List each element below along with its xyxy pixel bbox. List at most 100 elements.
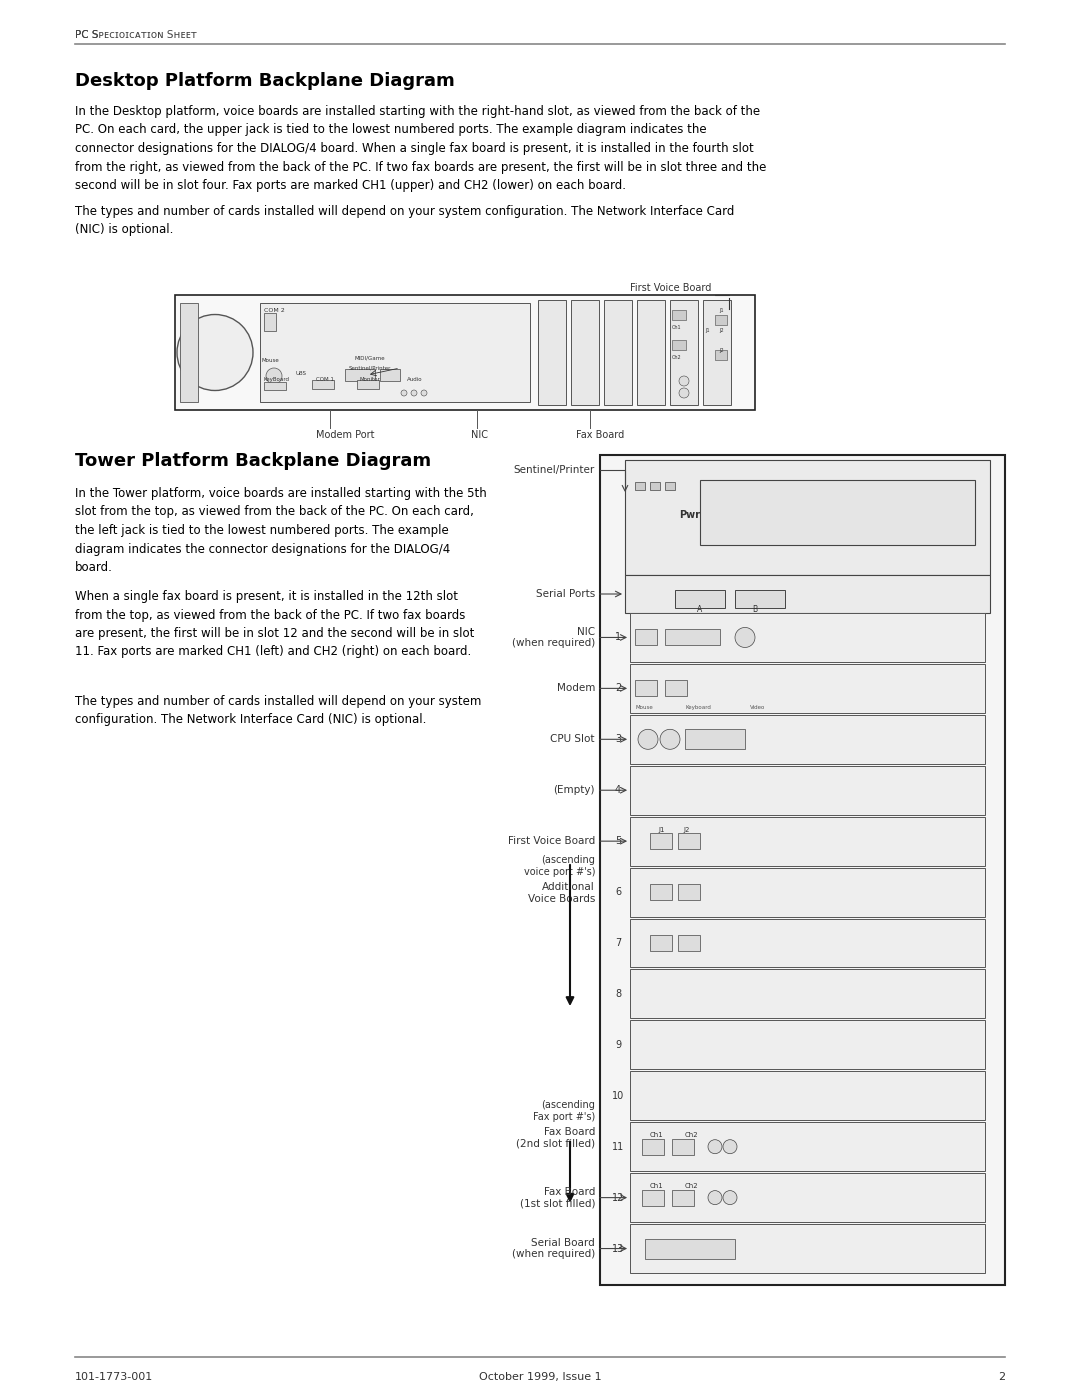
Text: Video: Video bbox=[750, 705, 766, 710]
Text: 5: 5 bbox=[615, 837, 621, 847]
Text: J1: J1 bbox=[705, 328, 710, 332]
Bar bbox=[672, 310, 686, 320]
Text: J1: J1 bbox=[658, 827, 664, 833]
Text: Additional
Voice Boards: Additional Voice Boards bbox=[528, 882, 595, 904]
Bar bbox=[630, 1122, 985, 1171]
Bar bbox=[650, 935, 672, 951]
Bar bbox=[625, 460, 990, 576]
Text: Mouse: Mouse bbox=[635, 705, 652, 710]
Bar bbox=[571, 300, 599, 405]
Bar bbox=[630, 868, 985, 916]
Bar bbox=[670, 300, 698, 405]
Circle shape bbox=[401, 390, 407, 395]
Bar bbox=[604, 300, 632, 405]
Bar bbox=[642, 1139, 664, 1155]
Text: Ch1: Ch1 bbox=[672, 326, 681, 330]
Bar bbox=[630, 970, 985, 1018]
Bar bbox=[260, 303, 530, 402]
Text: Ch2: Ch2 bbox=[672, 355, 681, 360]
Bar bbox=[345, 369, 375, 381]
Text: Ch2: Ch2 bbox=[685, 1132, 699, 1139]
Bar bbox=[735, 590, 785, 608]
Text: Serial Board
(when required): Serial Board (when required) bbox=[512, 1238, 595, 1259]
Bar bbox=[650, 833, 672, 849]
Text: 2: 2 bbox=[998, 1372, 1005, 1382]
Bar bbox=[665, 680, 687, 696]
Text: Sentinel/Printer: Sentinel/Printer bbox=[349, 365, 391, 370]
Text: When a single fax board is present, it is installed in the 12th slot
from the to: When a single fax board is present, it i… bbox=[75, 590, 474, 658]
Text: 1: 1 bbox=[615, 633, 621, 643]
Text: 101-1773-001: 101-1773-001 bbox=[75, 1372, 153, 1382]
Text: A: A bbox=[698, 605, 703, 615]
Bar bbox=[672, 1190, 694, 1206]
Text: J2: J2 bbox=[719, 328, 724, 332]
Text: KeyBoard: KeyBoard bbox=[264, 377, 291, 381]
Bar bbox=[675, 590, 725, 608]
Bar bbox=[630, 766, 985, 814]
Bar bbox=[672, 1139, 694, 1155]
Bar bbox=[678, 935, 700, 951]
Text: Pwr: Pwr bbox=[679, 510, 701, 520]
Text: COM 2: COM 2 bbox=[264, 307, 285, 313]
Circle shape bbox=[421, 390, 427, 395]
Text: Monitor: Monitor bbox=[360, 377, 380, 381]
Text: NIC: NIC bbox=[472, 430, 488, 440]
Bar bbox=[175, 295, 755, 409]
Bar bbox=[180, 303, 198, 402]
Bar bbox=[380, 369, 400, 381]
Bar bbox=[600, 455, 1005, 1285]
Text: 11: 11 bbox=[612, 1141, 624, 1151]
Bar bbox=[678, 833, 700, 849]
Bar bbox=[650, 884, 672, 900]
Circle shape bbox=[723, 1190, 737, 1204]
Text: The types and number of cards installed will depend on your system configuration: The types and number of cards installed … bbox=[75, 205, 734, 236]
Bar bbox=[630, 1173, 985, 1222]
Text: Modem Port: Modem Port bbox=[315, 430, 375, 440]
Bar bbox=[665, 482, 675, 490]
Bar bbox=[630, 1071, 985, 1120]
Bar bbox=[678, 884, 700, 900]
Text: Serial Ports: Serial Ports bbox=[536, 590, 595, 599]
Text: 12: 12 bbox=[611, 1193, 624, 1203]
Bar bbox=[637, 300, 665, 405]
Text: 6: 6 bbox=[615, 887, 621, 897]
Text: First Voice Board: First Voice Board bbox=[508, 837, 595, 847]
Text: Sentinel/Printer: Sentinel/Printer bbox=[514, 465, 595, 475]
Bar bbox=[703, 300, 731, 405]
Text: In the Desktop platform, voice boards are installed starting with the right-hand: In the Desktop platform, voice boards ar… bbox=[75, 105, 767, 191]
Text: 13: 13 bbox=[612, 1243, 624, 1253]
Bar bbox=[715, 351, 727, 360]
Text: Audio: Audio bbox=[407, 377, 422, 381]
Text: PC S: PC S bbox=[75, 29, 98, 41]
Bar bbox=[715, 314, 727, 326]
Bar bbox=[264, 381, 286, 390]
Bar bbox=[630, 919, 985, 968]
Bar bbox=[635, 680, 657, 696]
Circle shape bbox=[266, 367, 282, 384]
Bar bbox=[630, 715, 985, 764]
Text: 8: 8 bbox=[615, 989, 621, 999]
Text: 7: 7 bbox=[615, 937, 621, 949]
Bar bbox=[685, 729, 745, 749]
Bar bbox=[665, 630, 720, 645]
Bar bbox=[357, 380, 379, 388]
Text: (ascending
Fax port #'s): (ascending Fax port #'s) bbox=[532, 1099, 595, 1122]
Text: NIC
(when required): NIC (when required) bbox=[512, 627, 595, 648]
Bar bbox=[630, 1224, 985, 1273]
Text: B: B bbox=[753, 605, 757, 615]
Bar bbox=[672, 339, 686, 351]
Circle shape bbox=[735, 627, 755, 647]
Circle shape bbox=[679, 376, 689, 386]
Text: (ascending
voice port #'s): (ascending voice port #'s) bbox=[524, 855, 595, 877]
Bar bbox=[630, 664, 985, 712]
Bar bbox=[635, 482, 645, 490]
Bar bbox=[630, 613, 985, 662]
Circle shape bbox=[708, 1140, 723, 1154]
Circle shape bbox=[177, 314, 253, 391]
Text: Keyboard: Keyboard bbox=[685, 705, 711, 710]
Text: 3: 3 bbox=[615, 735, 621, 745]
Bar bbox=[700, 481, 975, 545]
Circle shape bbox=[679, 388, 689, 398]
Text: UBS: UBS bbox=[295, 372, 306, 376]
Text: The types and number of cards installed will depend on your system
configuration: The types and number of cards installed … bbox=[75, 694, 482, 726]
